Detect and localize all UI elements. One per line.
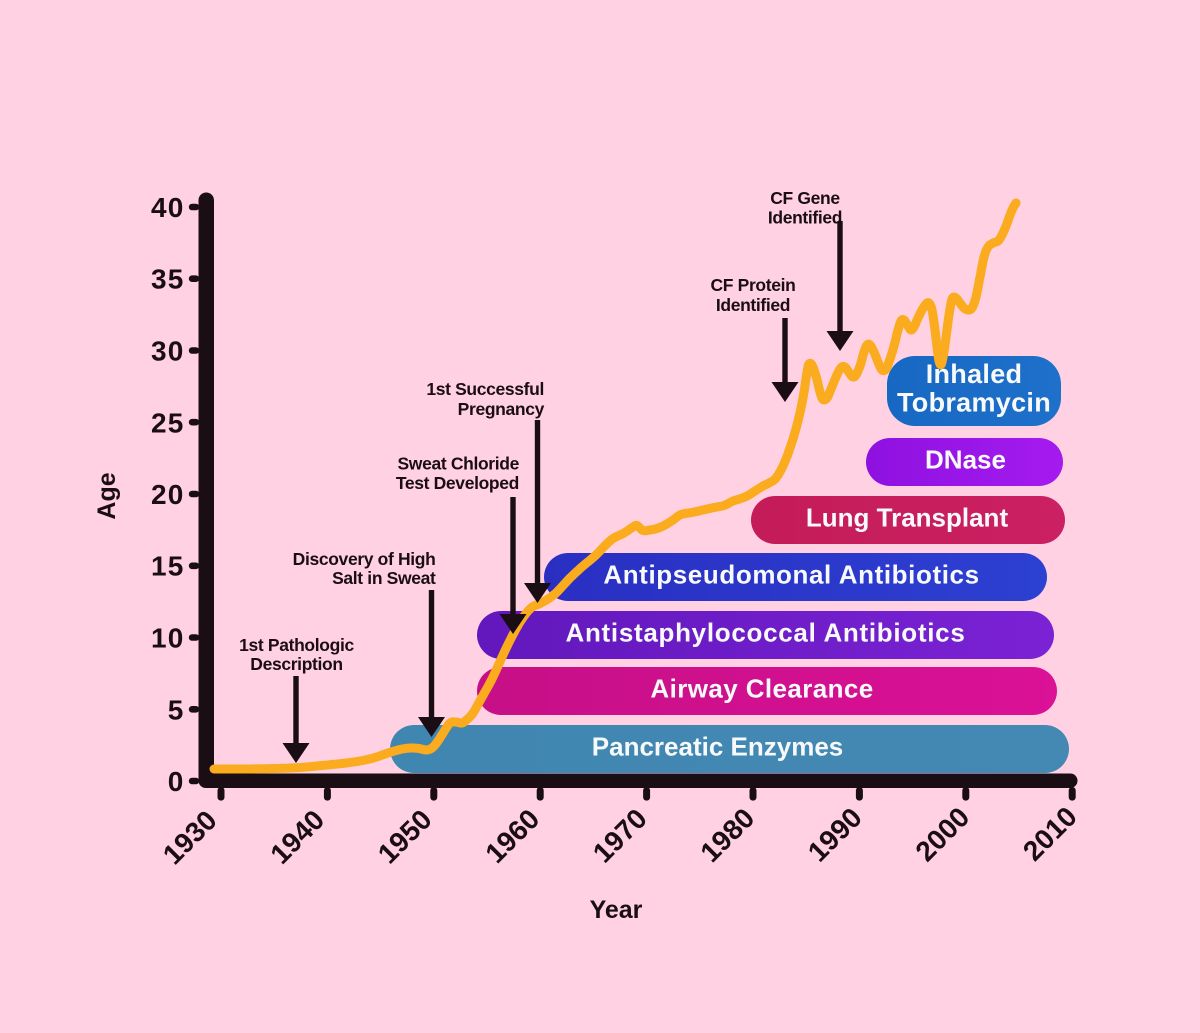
- svg-text:DNase: DNase: [925, 445, 1006, 475]
- svg-text:Age: Age: [93, 472, 121, 519]
- svg-text:Year: Year: [590, 896, 643, 924]
- svg-text:30: 30: [151, 336, 185, 367]
- svg-text:Identified: Identified: [768, 208, 842, 228]
- svg-text:Airway Clearance: Airway Clearance: [650, 674, 873, 704]
- svg-text:Lung Transplant: Lung Transplant: [806, 503, 1009, 533]
- svg-text:Tobramycin: Tobramycin: [897, 388, 1051, 418]
- svg-text:25: 25: [151, 407, 185, 438]
- svg-text:CF Protein: CF Protein: [711, 275, 796, 295]
- svg-text:Test Developed: Test Developed: [396, 473, 519, 493]
- svg-text:40: 40: [151, 192, 185, 223]
- svg-text:Sweat Chloride: Sweat Chloride: [397, 454, 519, 474]
- svg-text:35: 35: [151, 264, 185, 295]
- svg-text:20: 20: [151, 479, 185, 510]
- svg-text:Antipseudomonal Antibiotics: Antipseudomonal Antibiotics: [603, 560, 979, 590]
- svg-text:Discovery of High: Discovery of High: [293, 549, 436, 569]
- svg-text:10: 10: [151, 623, 185, 654]
- svg-text:1st Pathologic: 1st Pathologic: [239, 635, 354, 655]
- svg-text:Pregnancy: Pregnancy: [458, 399, 545, 419]
- svg-text:Description: Description: [250, 654, 342, 674]
- svg-text:Antistaphylococcal Antibiotics: Antistaphylococcal Antibiotics: [566, 618, 966, 648]
- svg-text:15: 15: [151, 551, 185, 582]
- svg-text:CF Gene: CF Gene: [770, 188, 840, 208]
- svg-text:Identified: Identified: [716, 295, 790, 315]
- svg-text:Salt in Sweat: Salt in Sweat: [332, 568, 436, 588]
- svg-text:5: 5: [168, 694, 185, 725]
- svg-text:0: 0: [168, 766, 185, 797]
- svg-text:1st Successful: 1st Successful: [426, 379, 544, 399]
- svg-text:Pancreatic Enzymes: Pancreatic Enzymes: [592, 732, 843, 762]
